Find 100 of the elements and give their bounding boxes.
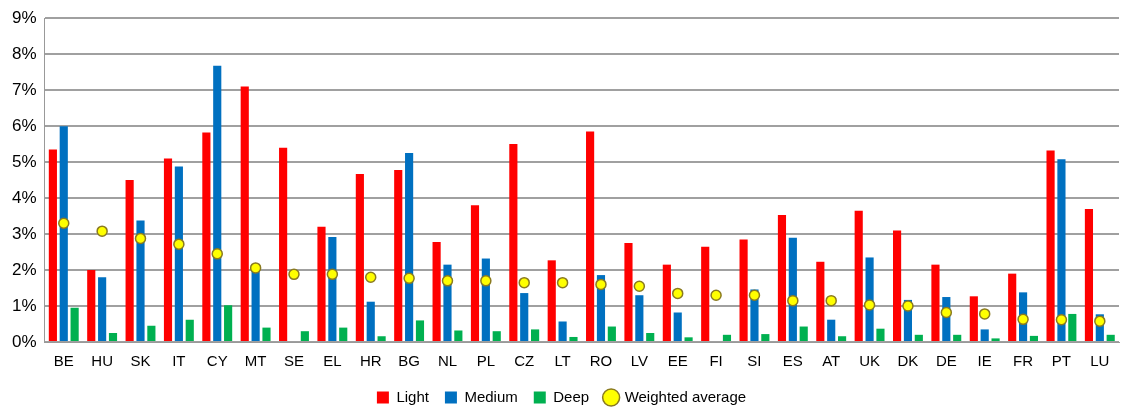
bar [816, 261, 825, 341]
bar [739, 239, 748, 341]
point [556, 276, 569, 289]
bar [1106, 334, 1115, 341]
y-tick-label: 3% [11, 223, 37, 243]
point [364, 271, 377, 283]
x-tick-label: CZ [514, 352, 535, 370]
point [1017, 313, 1029, 326]
y-tick-label: 0% [11, 331, 37, 351]
x-tick-label: IE [977, 352, 992, 370]
bar [827, 319, 836, 341]
bar [48, 149, 57, 341]
bar [163, 158, 173, 341]
x-tick-label: SK [130, 352, 151, 370]
x-tick-label: SI [747, 352, 762, 370]
point [173, 238, 185, 250]
bar [185, 319, 194, 341]
bar [251, 270, 260, 341]
x-tick-label: NL [437, 352, 458, 370]
point [748, 289, 761, 301]
point [96, 225, 108, 237]
bar [415, 320, 425, 341]
x-tick-label: FI [709, 352, 723, 370]
x-tick-label: AT [822, 352, 841, 370]
x-tick-label: EL [323, 352, 342, 370]
bar [569, 336, 578, 341]
point [1055, 313, 1068, 326]
bar [547, 260, 556, 341]
x-tick-label: HR [359, 352, 382, 370]
point [518, 276, 530, 289]
bar [240, 86, 249, 341]
bar [432, 241, 441, 341]
x-tick-label: DE [935, 352, 957, 370]
x-tick-label: HU [91, 352, 113, 370]
bar [1057, 159, 1066, 341]
bar [147, 325, 156, 341]
legend-label: Weighted average [624, 387, 747, 405]
y-tick-label: 5% [11, 151, 37, 171]
bar [366, 301, 375, 341]
bar [624, 243, 633, 341]
bar [953, 334, 962, 341]
bar [607, 326, 616, 341]
bar [662, 264, 671, 341]
point [595, 278, 607, 291]
bar [125, 180, 134, 341]
point [134, 232, 147, 245]
x-tick-label: DK [897, 352, 919, 370]
bar [1008, 273, 1017, 341]
bar [108, 333, 118, 341]
bar [722, 334, 732, 341]
bar [279, 147, 288, 341]
y-tick-label: 1% [11, 295, 37, 315]
point [863, 299, 876, 311]
bar [70, 307, 79, 341]
point [249, 262, 262, 274]
bar [777, 215, 787, 341]
bar [969, 296, 978, 341]
x-tick-label: CY [206, 352, 228, 370]
x-tick-label: SE [283, 352, 304, 370]
point [403, 272, 415, 285]
point [978, 308, 991, 320]
x-tick-label: UK [859, 352, 880, 370]
bar [684, 337, 693, 341]
bar [980, 329, 989, 341]
bar [394, 170, 403, 341]
bar [876, 328, 885, 341]
y-tick-label: 7% [11, 79, 37, 99]
point [787, 294, 799, 307]
bar [300, 331, 309, 341]
bar [893, 230, 902, 341]
y-tick-label: 4% [11, 187, 37, 207]
bar [1084, 208, 1094, 341]
x-tick-label: LU [1090, 352, 1110, 370]
y-tick-label: 8% [11, 43, 37, 63]
bar [339, 327, 348, 341]
bar [59, 126, 68, 341]
bar [558, 321, 567, 341]
bar [492, 331, 501, 341]
y-tick-label: 6% [11, 115, 37, 135]
point [1094, 315, 1106, 327]
legend-label: Deep [553, 387, 590, 405]
x-tick-label: IT [172, 352, 186, 370]
point [710, 289, 722, 301]
point [825, 294, 837, 307]
bar [355, 173, 364, 341]
point [902, 300, 914, 312]
bar [509, 144, 518, 341]
x-tick-label: PL [476, 352, 496, 370]
bar [799, 326, 808, 341]
x-tick-label: BE [53, 352, 74, 370]
x-tick-label: BG [398, 352, 420, 370]
x-tick-label: ES [782, 352, 803, 370]
bar [991, 338, 1000, 341]
x-tick-label: MT [244, 352, 267, 370]
point [326, 268, 339, 281]
x-tick-label: LV [630, 352, 648, 370]
bar [673, 312, 682, 341]
point [58, 217, 70, 230]
x-tick-label: LT [554, 352, 571, 370]
point [480, 275, 492, 287]
